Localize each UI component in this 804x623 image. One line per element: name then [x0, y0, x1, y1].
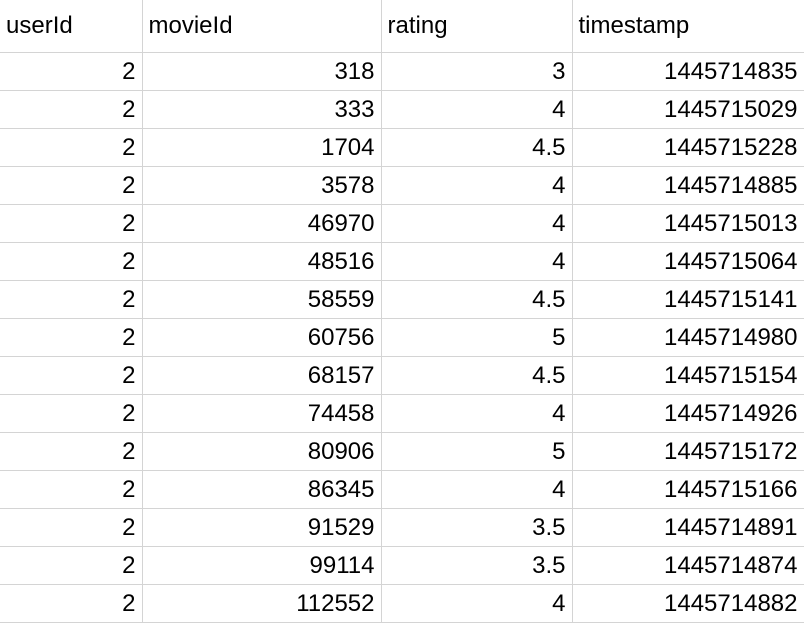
table-row: 2 318 3 1445714835 — [0, 52, 804, 91]
cell-movieid[interactable]: 60756 — [142, 318, 382, 357]
cell-timestamp[interactable]: 1445715172 — [572, 432, 804, 471]
cell-rating[interactable]: 3 — [381, 52, 573, 91]
cell-rating[interactable]: 3.5 — [381, 508, 573, 547]
cell-movieid[interactable]: 68157 — [142, 356, 382, 395]
cell-userid[interactable]: 2 — [0, 280, 143, 319]
cell-movieid[interactable]: 99114 — [142, 546, 382, 585]
cell-movieid[interactable]: 112552 — [142, 584, 382, 623]
cell-timestamp[interactable]: 1445715154 — [572, 356, 804, 395]
cell-timestamp[interactable]: 1445715013 — [572, 204, 804, 243]
table-row: 2 60756 5 1445714980 — [0, 318, 804, 357]
cell-rating[interactable]: 4.5 — [381, 356, 573, 395]
table-row: 2 46970 4 1445715013 — [0, 204, 804, 243]
table-row: 2 112552 4 1445714882 — [0, 584, 804, 623]
table-row: 2 86345 4 1445715166 — [0, 470, 804, 509]
cell-movieid[interactable]: 3578 — [142, 166, 382, 205]
cell-timestamp[interactable]: 1445714926 — [572, 394, 804, 433]
cell-userid[interactable]: 2 — [0, 470, 143, 509]
cell-timestamp[interactable]: 1445714835 — [572, 52, 804, 91]
cell-timestamp[interactable]: 1445714891 — [572, 508, 804, 547]
header-cell-userid[interactable]: userId — [0, 0, 143, 53]
cell-timestamp[interactable]: 1445715064 — [572, 242, 804, 281]
cell-userid[interactable]: 2 — [0, 204, 143, 243]
cell-userid[interactable]: 2 — [0, 432, 143, 471]
cell-movieid[interactable]: 1704 — [142, 128, 382, 167]
cell-rating[interactable]: 3.5 — [381, 546, 573, 585]
cell-rating[interactable]: 4.5 — [381, 128, 573, 167]
cell-movieid[interactable]: 74458 — [142, 394, 382, 433]
table-row: 2 3578 4 1445714885 — [0, 166, 804, 205]
cell-userid[interactable]: 2 — [0, 546, 143, 585]
cell-rating[interactable]: 5 — [381, 432, 573, 471]
cell-rating[interactable]: 4 — [381, 166, 573, 205]
header-cell-movieid[interactable]: movieId — [142, 0, 382, 53]
cell-userid[interactable]: 2 — [0, 508, 143, 547]
cell-movieid[interactable]: 86345 — [142, 470, 382, 509]
cell-rating[interactable]: 4 — [381, 470, 573, 509]
cell-rating[interactable]: 4.5 — [381, 280, 573, 319]
cell-userid[interactable]: 2 — [0, 242, 143, 281]
cell-rating[interactable]: 4 — [381, 242, 573, 281]
cell-userid[interactable]: 2 — [0, 318, 143, 357]
cell-movieid[interactable]: 318 — [142, 52, 382, 91]
cell-rating[interactable]: 4 — [381, 584, 573, 623]
cell-rating[interactable]: 4 — [381, 204, 573, 243]
table-row: 2 99114 3.5 1445714874 — [0, 546, 804, 585]
cell-movieid[interactable]: 333 — [142, 90, 382, 129]
header-row: userId movieId rating timestamp — [0, 0, 804, 53]
cell-movieid[interactable]: 91529 — [142, 508, 382, 547]
cell-userid[interactable]: 2 — [0, 584, 143, 623]
cell-timestamp[interactable]: 1445715166 — [572, 470, 804, 509]
cell-movieid[interactable]: 48516 — [142, 242, 382, 281]
table-row: 2 333 4 1445715029 — [0, 90, 804, 129]
cell-timestamp[interactable]: 1445714980 — [572, 318, 804, 357]
cell-rating[interactable]: 4 — [381, 90, 573, 129]
cell-timestamp[interactable]: 1445714885 — [572, 166, 804, 205]
cell-userid[interactable]: 2 — [0, 394, 143, 433]
cell-userid[interactable]: 2 — [0, 128, 143, 167]
cell-movieid[interactable]: 58559 — [142, 280, 382, 319]
header-cell-rating[interactable]: rating — [381, 0, 573, 53]
cell-timestamp[interactable]: 1445715029 — [572, 90, 804, 129]
table-row: 2 48516 4 1445715064 — [0, 242, 804, 281]
table-row: 2 58559 4.5 1445715141 — [0, 280, 804, 319]
table-row: 2 91529 3.5 1445714891 — [0, 508, 804, 547]
cell-movieid[interactable]: 46970 — [142, 204, 382, 243]
cell-userid[interactable]: 2 — [0, 356, 143, 395]
cell-timestamp[interactable]: 1445715228 — [572, 128, 804, 167]
cell-userid[interactable]: 2 — [0, 166, 143, 205]
table-row: 2 1704 4.5 1445715228 — [0, 128, 804, 167]
cell-userid[interactable]: 2 — [0, 52, 143, 91]
table-row: 2 68157 4.5 1445715154 — [0, 356, 804, 395]
cell-timestamp[interactable]: 1445714882 — [572, 584, 804, 623]
cell-movieid[interactable]: 80906 — [142, 432, 382, 471]
table-row: 2 74458 4 1445714926 — [0, 394, 804, 433]
cell-rating[interactable]: 4 — [381, 394, 573, 433]
cell-timestamp[interactable]: 1445714874 — [572, 546, 804, 585]
table-row: 2 80906 5 1445715172 — [0, 432, 804, 471]
cell-rating[interactable]: 5 — [381, 318, 573, 357]
cell-timestamp[interactable]: 1445715141 — [572, 280, 804, 319]
cell-userid[interactable]: 2 — [0, 90, 143, 129]
header-cell-timestamp[interactable]: timestamp — [572, 0, 804, 53]
